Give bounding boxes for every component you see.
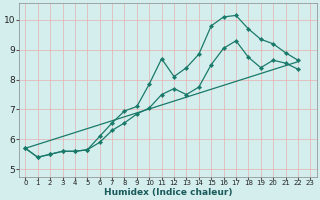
X-axis label: Humidex (Indice chaleur): Humidex (Indice chaleur) bbox=[104, 188, 232, 197]
